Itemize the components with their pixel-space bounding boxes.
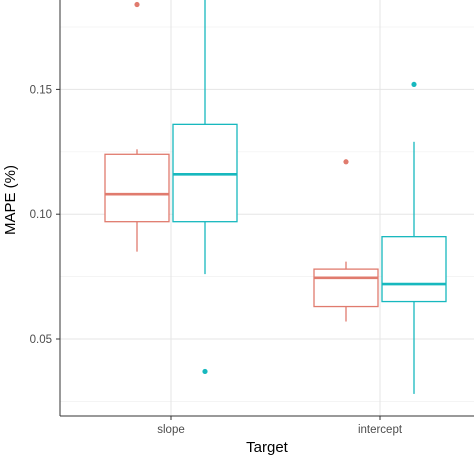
y-ticks: 0.05 0.10 0.15 (30, 84, 60, 346)
box-iqr (104, 153, 170, 223)
box-slope-2 (172, 0, 238, 375)
box-intercept-1 (313, 159, 379, 322)
box-intercept-2 (381, 81, 447, 394)
boxes (104, 0, 447, 394)
y-tick-label: 0.10 (30, 209, 52, 221)
y-tick-label: 0.05 (30, 334, 52, 346)
grid (60, 0, 474, 416)
y-axis-title: MAPE (%) (2, 165, 19, 235)
outlier-point (202, 368, 208, 375)
box-iqr (313, 268, 379, 308)
x-tick-label: intercept (358, 424, 403, 436)
x-axis-title: Target (246, 439, 289, 456)
x-ticks: slope intercept (157, 416, 403, 436)
outlier-point (134, 1, 140, 8)
y-tick-label: 0.15 (30, 84, 52, 96)
box-slope-1 (104, 1, 170, 252)
box-iqr (381, 236, 447, 303)
outlier-point (343, 159, 349, 165)
x-tick-label: slope (157, 424, 185, 436)
outlier-point (411, 81, 417, 88)
